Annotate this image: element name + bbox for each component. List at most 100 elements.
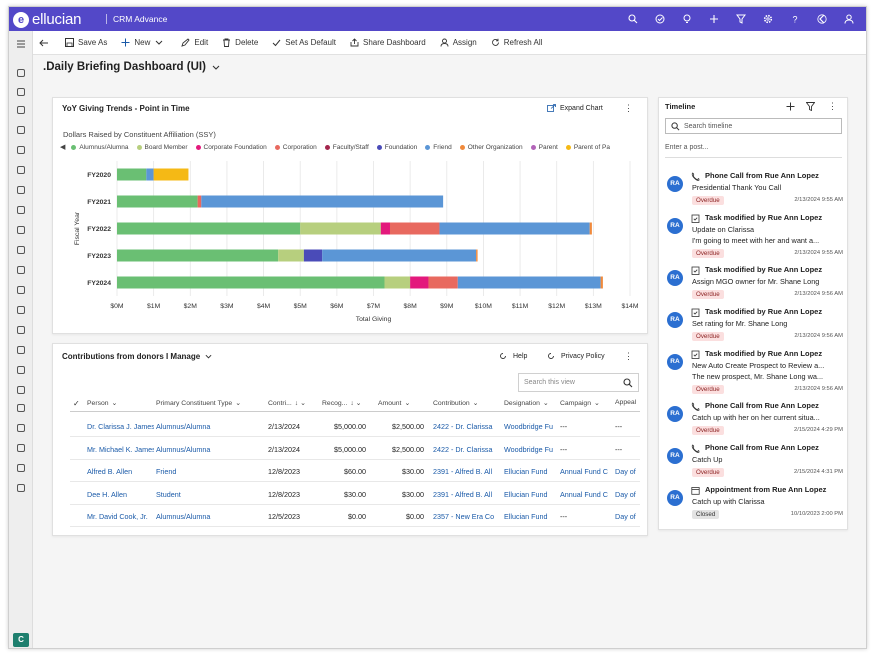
column-header[interactable]: Person ⌄ xyxy=(87,399,149,408)
user-icon[interactable] xyxy=(835,10,862,28)
privacy-policy-button[interactable]: Privacy Policy xyxy=(547,352,605,360)
new-button[interactable]: New xyxy=(121,38,167,47)
phone-device-icon[interactable] xyxy=(14,303,28,317)
table-cell-contribution[interactable]: 2391 - Alfred B. All xyxy=(433,489,493,499)
calendar-icon[interactable] xyxy=(14,363,28,377)
legend-item[interactable]: Corporate Foundation xyxy=(195,144,267,151)
sort-chevron-icon[interactable]: ⌄ xyxy=(542,400,549,407)
people-icon[interactable] xyxy=(14,243,28,257)
table-cell-person[interactable]: Dee H. Allen xyxy=(87,489,127,499)
sort-chevron-icon[interactable]: ⌄ xyxy=(472,400,479,407)
table-cell-type[interactable]: Alumnus/Alumna xyxy=(156,512,211,521)
home-icon[interactable] xyxy=(14,66,28,80)
bar-segment[interactable] xyxy=(600,276,603,289)
legend-item[interactable]: Faculty/Staff xyxy=(324,144,369,151)
ellucian-logo[interactable]: e ellucian xyxy=(13,11,81,28)
bar-segment[interactable] xyxy=(117,222,301,235)
table-cell-designation[interactable]: Ellucian Fund xyxy=(504,489,548,499)
column-header[interactable]: Recog... ↓ ⌄ xyxy=(322,399,372,408)
sort-chevron-icon[interactable]: ↓ ⌄ xyxy=(350,400,362,407)
search-icon[interactable] xyxy=(619,10,646,28)
column-header[interactable]: Designation ⌄ xyxy=(504,399,556,408)
bar-segment[interactable] xyxy=(303,249,323,262)
people-icon[interactable] xyxy=(14,163,28,177)
filter-icon[interactable] xyxy=(727,10,754,28)
bar-segment[interactable] xyxy=(117,195,198,208)
table-cell-person[interactable]: Alfred B. Allen xyxy=(87,467,133,476)
legend-item[interactable]: Parent of Pa xyxy=(565,144,610,151)
table-cell-contribution[interactable]: 2391 - Alfred B. All xyxy=(433,467,493,476)
assign-button[interactable]: Assign xyxy=(440,38,477,47)
sort-chevron-icon[interactable]: ⌄ xyxy=(111,400,118,407)
table-cell-contribution[interactable]: 2422 - Dr. Clarissa xyxy=(433,444,493,454)
table-cell-type[interactable]: Friend xyxy=(156,467,177,476)
area-switcher-badge[interactable]: C xyxy=(13,633,29,647)
chevron-down-icon[interactable] xyxy=(155,40,163,45)
column-header[interactable]: Appeal xyxy=(615,399,641,406)
send-icon[interactable] xyxy=(14,401,28,415)
bar-segment[interactable] xyxy=(153,168,189,181)
bar-segment[interactable] xyxy=(476,249,478,262)
back-arrow-icon[interactable] xyxy=(39,39,53,47)
bar-segment[interactable] xyxy=(117,168,147,181)
table-cell-person[interactable]: Mr. David Cook, Jr. xyxy=(87,512,148,521)
add-timeline-icon[interactable] xyxy=(786,102,795,111)
bar-segment[interactable] xyxy=(278,249,304,262)
column-header[interactable]: Primary Constituent Type ⌄ xyxy=(156,399,264,408)
save-as-button[interactable]: Save As xyxy=(65,38,107,47)
timeline-more-icon[interactable]: ⋮ xyxy=(828,101,837,111)
send-icon[interactable] xyxy=(14,263,28,277)
table-cell-appeal[interactable]: Day of xyxy=(615,467,636,476)
legend-item[interactable]: Corporation xyxy=(274,144,317,151)
table-cell-designation[interactable]: Ellucian Fund xyxy=(504,512,548,521)
bar-segment[interactable] xyxy=(410,276,429,289)
help-button[interactable]: Help xyxy=(499,352,527,360)
bar-segment[interactable] xyxy=(457,276,601,289)
table-cell-contribution[interactable]: 2357 - New Era Co xyxy=(433,512,495,521)
sort-chevron-icon[interactable]: ⌄ xyxy=(404,400,411,407)
bar-segment[interactable] xyxy=(380,222,390,235)
bar-segment[interactable] xyxy=(439,222,590,235)
table-cell-type[interactable]: Alumnus/Alumna xyxy=(156,422,211,431)
table-cell-designation[interactable]: Woodbridge Fu xyxy=(504,444,554,454)
page-title[interactable]: .Daily Briefing Dashboard (UI) xyxy=(43,61,220,73)
document-icon[interactable] xyxy=(14,283,28,297)
column-header[interactable]: Contribution ⌄ xyxy=(433,399,501,408)
sort-chevron-icon[interactable]: ⌄ xyxy=(593,400,600,407)
building-icon[interactable] xyxy=(14,343,28,357)
legend-prev-arrow-icon[interactable]: ◀ xyxy=(60,144,66,151)
export-icon[interactable] xyxy=(14,203,28,217)
delete-button[interactable]: Delete xyxy=(222,38,258,47)
contributions-title[interactable]: Contributions from donors I Manage xyxy=(62,352,212,361)
bar-segment[interactable] xyxy=(197,195,202,208)
chart-more-icon[interactable]: ⋮ xyxy=(624,103,633,113)
legend-item[interactable]: Parent xyxy=(530,144,558,151)
mail-icon[interactable] xyxy=(14,383,28,397)
list-icon[interactable] xyxy=(14,143,28,157)
filter-icon[interactable] xyxy=(806,102,815,111)
table-cell-appeal[interactable]: Day of xyxy=(615,489,636,499)
table-cell-appeal[interactable]: Day of xyxy=(615,512,636,521)
note-icon[interactable] xyxy=(14,441,28,455)
inbox-icon[interactable] xyxy=(14,421,28,435)
select-all-checkbox[interactable]: ✓ xyxy=(73,399,80,408)
plus-icon[interactable] xyxy=(700,10,727,28)
sort-chevron-icon[interactable]: ⌄ xyxy=(235,400,241,407)
gear-icon[interactable] xyxy=(14,123,28,137)
bar-segment[interactable] xyxy=(322,249,477,262)
column-header[interactable]: Amount ⌄ xyxy=(378,399,430,408)
table-cell-campaign[interactable]: Annual Fund C xyxy=(560,489,608,499)
column-header[interactable]: Contri... ↓ ⌄ xyxy=(268,399,318,408)
phone-icon[interactable] xyxy=(14,481,28,495)
chevron-down-icon[interactable] xyxy=(205,354,212,359)
mobile-icon[interactable] xyxy=(14,461,28,475)
hamburger-icon[interactable] xyxy=(14,37,28,51)
chevron-down-icon[interactable] xyxy=(212,65,220,70)
bar-segment[interactable] xyxy=(300,222,381,235)
bar-segment[interactable] xyxy=(428,276,458,289)
table-cell-person[interactable]: Dr. Clarissa J. James xyxy=(87,422,154,431)
bar-segment[interactable] xyxy=(117,276,385,289)
legend-item[interactable]: Board Member xyxy=(136,144,188,151)
sort-chevron-icon[interactable]: ↓ ⌄ xyxy=(294,400,306,407)
table-cell-contribution[interactable]: 2422 - Dr. Clarissa xyxy=(433,422,493,431)
